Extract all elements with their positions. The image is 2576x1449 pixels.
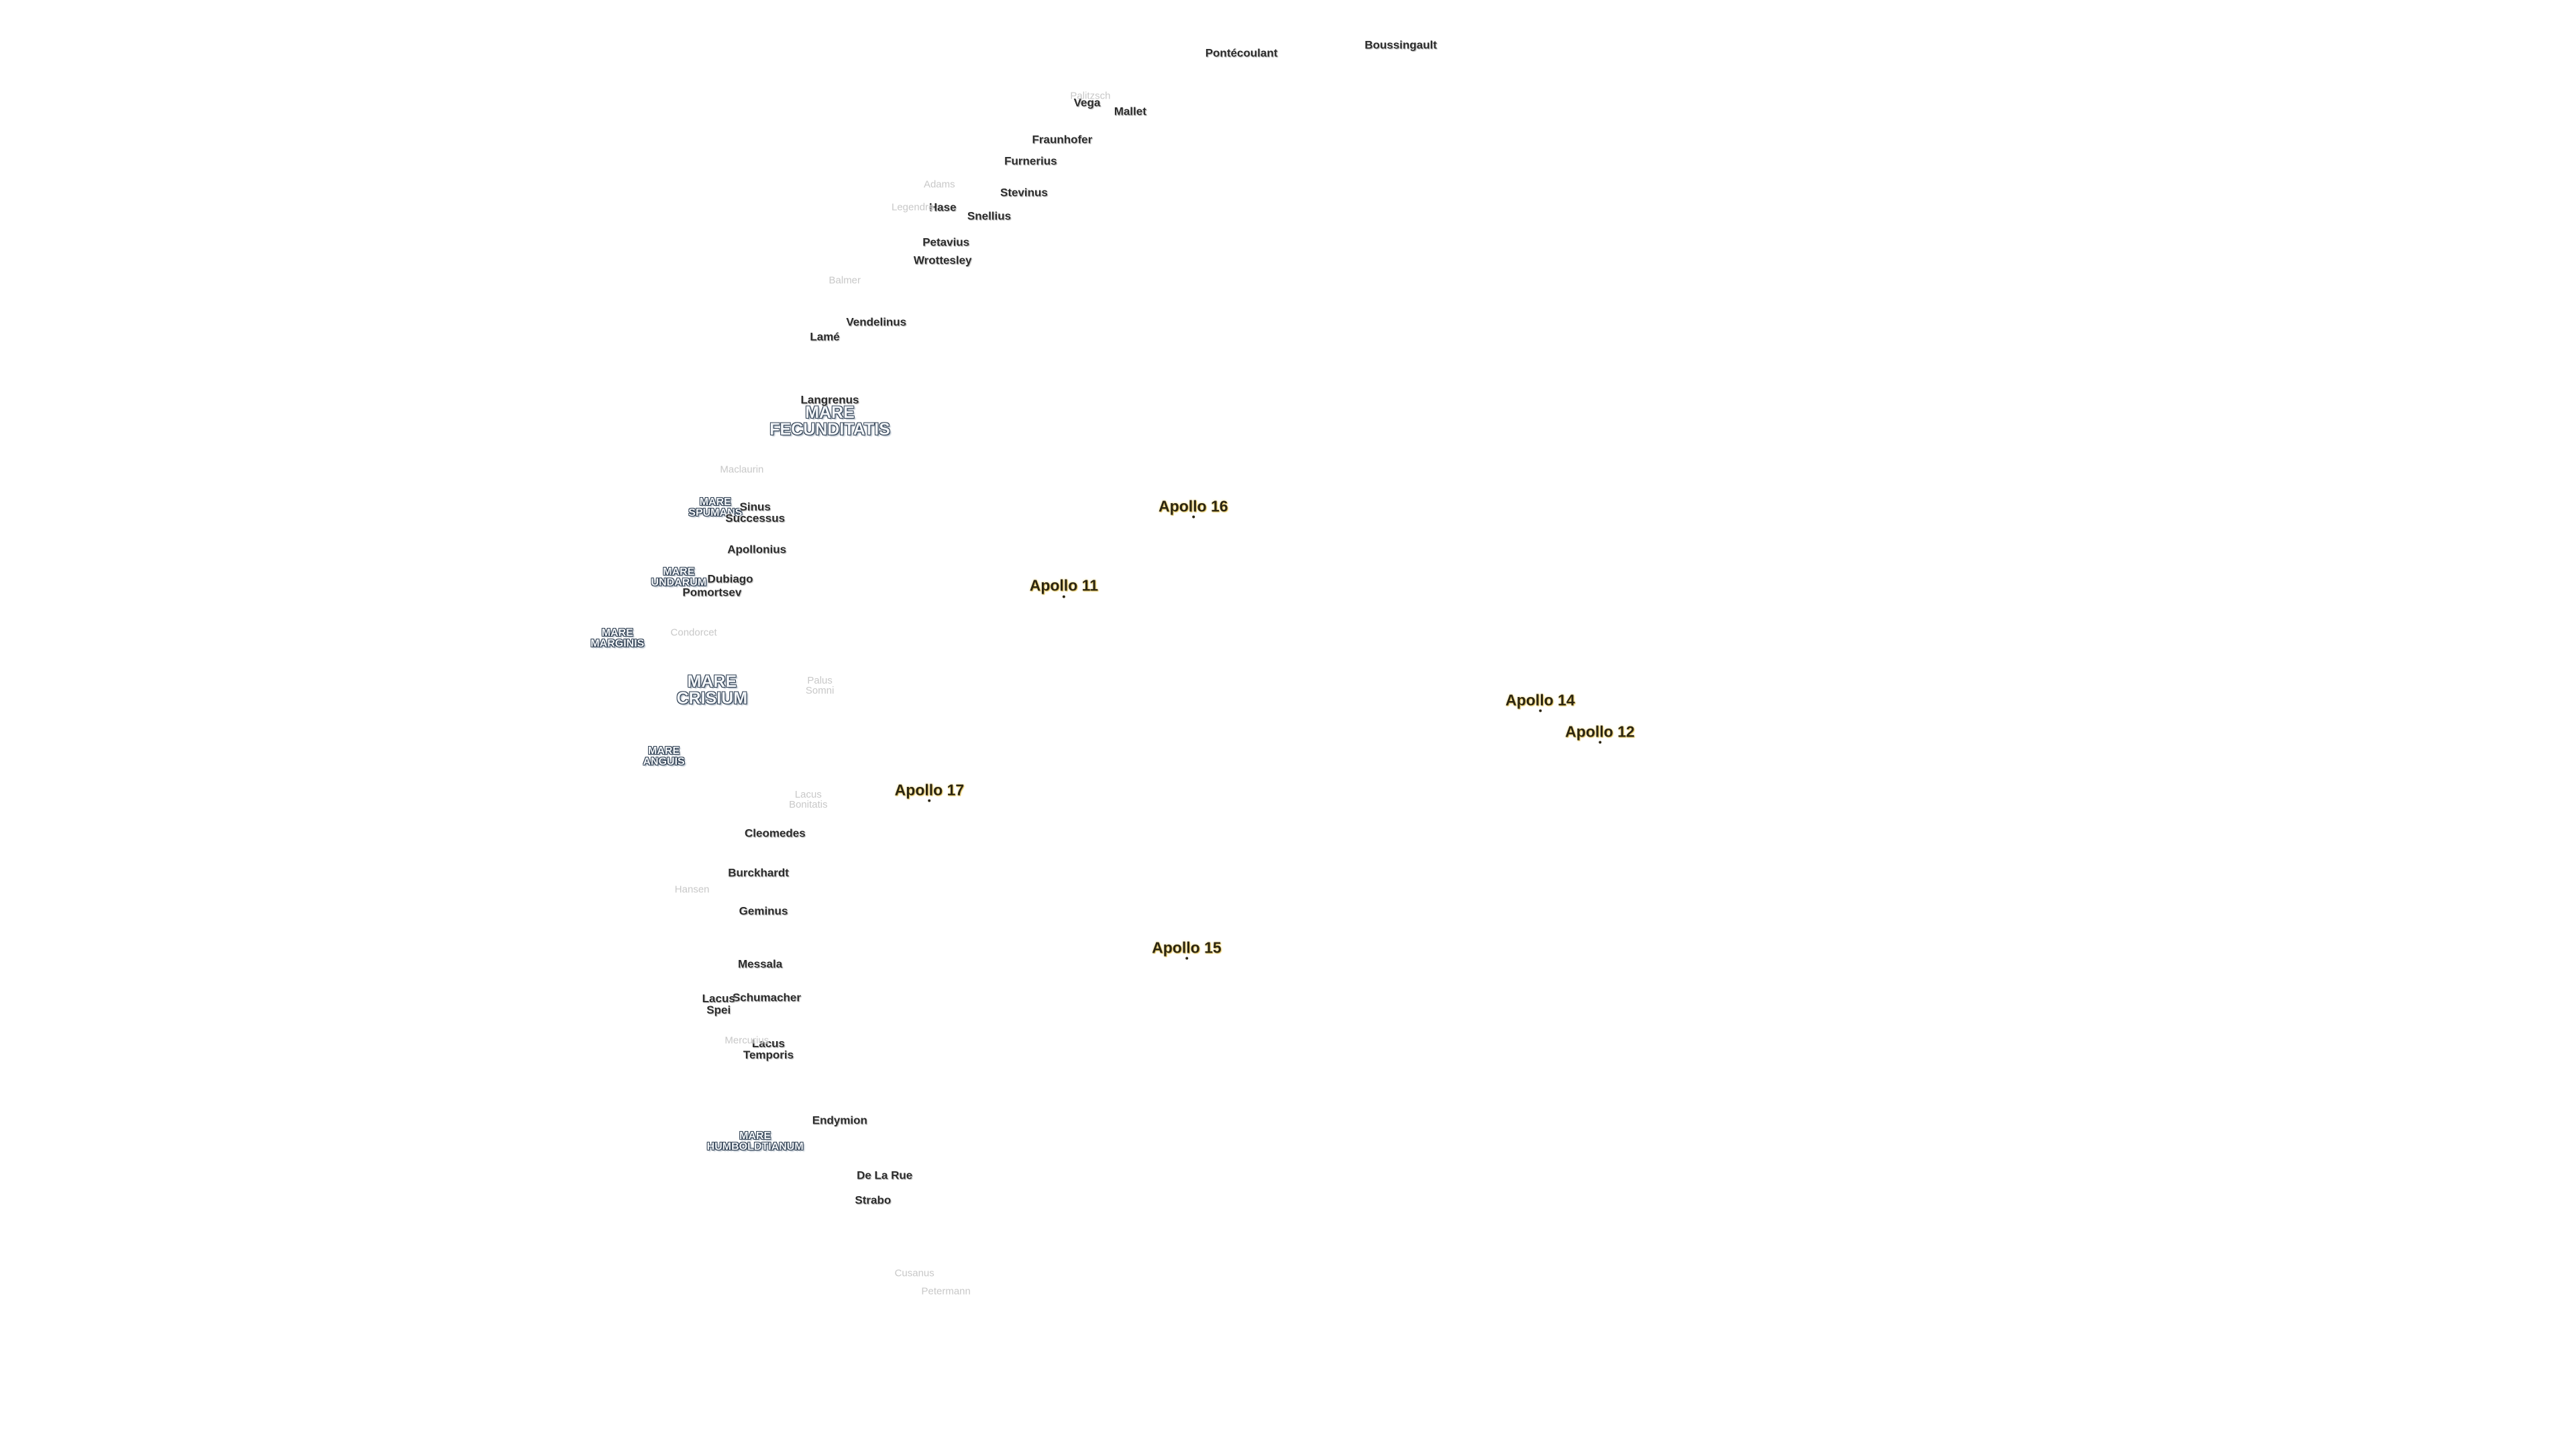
crater-label: Vega — [1073, 96, 1101, 109]
crater-label: Messala — [737, 957, 783, 971]
feature-label: Petermann — [921, 1285, 971, 1297]
feature-label: Cusanus — [894, 1267, 934, 1279]
feature-label: Adams — [923, 178, 955, 191]
crater-label: Vendelinus — [846, 315, 907, 329]
crater-label: Pontécoulant — [1205, 46, 1278, 60]
landing-site-label[interactable]: Apollo 12 — [1565, 722, 1635, 744]
crater-label: Dubiago — [707, 572, 753, 586]
crater-label: Lacus Spei — [702, 991, 735, 1016]
landing-site-label[interactable]: Apollo 14 — [1505, 691, 1575, 712]
feature-label: Hansen — [674, 883, 710, 896]
feature-label: Palus Somni — [805, 674, 835, 696]
mare-label: MARE UNDARUM — [651, 566, 707, 588]
mare-label: MARE ANGUIS — [643, 745, 685, 768]
feature-label: Maclaurin — [720, 464, 764, 476]
mare-label: MARE SPUMANS — [688, 496, 743, 519]
crater-label: Langrenus — [800, 393, 859, 407]
crater-label: Sinus Successus — [725, 500, 786, 525]
crater-label: Mallet — [1114, 105, 1146, 118]
crater-label: De La Rue — [857, 1169, 913, 1182]
crater-label: Schumacher — [732, 991, 802, 1004]
mare-label: MARE CRISIUM — [676, 672, 748, 708]
feature-label: Mercurius — [724, 1034, 769, 1046]
mare-label: MARE MARGINIS — [590, 627, 645, 650]
feature-label: Legendre — [891, 201, 934, 213]
crater-label: Pomortsev — [682, 586, 742, 599]
mare-label: MARE FECUNDITATIS — [769, 403, 890, 439]
crater-label: Snellius — [967, 209, 1012, 223]
landing-site-label[interactable]: Apollo 11 — [1029, 576, 1098, 598]
crater-label: Petavius — [922, 235, 970, 249]
feature-label: Palitzsch — [1070, 90, 1111, 102]
mare-label: MARE HUMBOLDTIANUM — [706, 1130, 804, 1153]
crater-label: Cleomedes — [744, 826, 806, 840]
crater-label: Strabo — [855, 1193, 892, 1207]
crater-label: Geminus — [739, 904, 788, 918]
landing-site-label[interactable]: Apollo 16 — [1159, 497, 1228, 519]
crater-label: Burckhardt — [728, 866, 789, 879]
crater-label: Furnerius — [1004, 154, 1057, 168]
feature-label: Lacus Bonitatis — [789, 789, 828, 811]
feature-label: Balmer — [828, 274, 861, 286]
crater-label: Stevinus — [1000, 186, 1048, 199]
crater-label: Apollonius — [727, 543, 787, 556]
crater-label: Wrottesley — [913, 254, 972, 267]
feature-label: Condorcet — [670, 627, 717, 639]
crater-label: Lamé — [810, 330, 840, 343]
crater-label: Hase — [928, 201, 957, 214]
crater-label: Endymion — [812, 1114, 867, 1127]
crater-label: Lacus Temporis — [743, 1036, 794, 1061]
crater-label: Fraunhofer — [1032, 133, 1093, 146]
landing-site-label[interactable]: Apollo 17 — [894, 781, 965, 802]
landing-site-label[interactable]: Apollo 15 — [1152, 938, 1222, 960]
crater-label: Boussingault — [1364, 38, 1437, 52]
